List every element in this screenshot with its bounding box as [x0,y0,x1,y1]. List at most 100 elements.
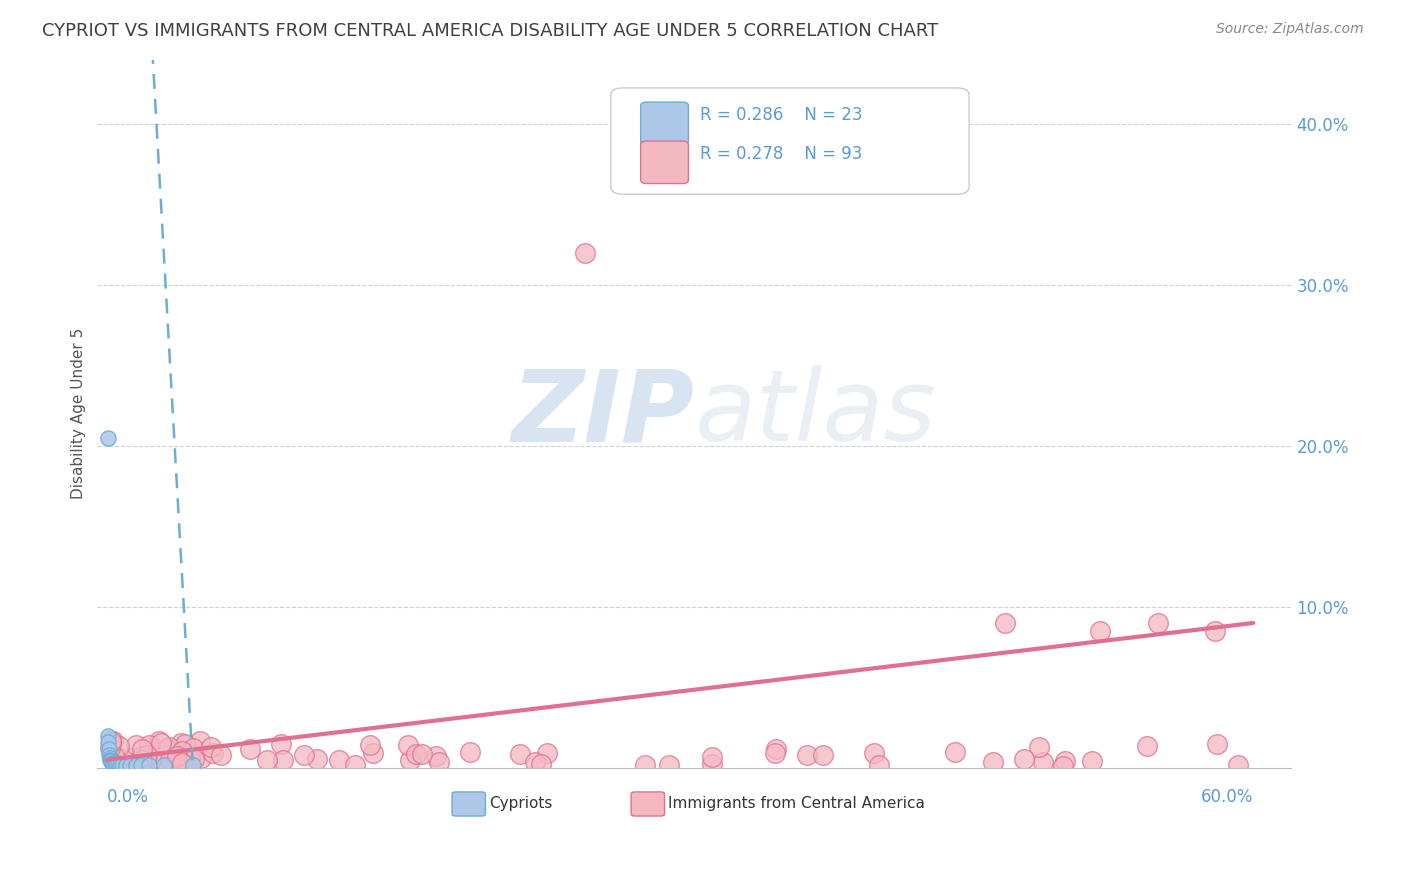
Point [425,748,447,763]
Point [530,757,553,772]
Point [256,753,278,767]
Point [700,756,723,771]
Point [574,245,596,260]
Point [131,748,153,763]
Point [190,750,212,764]
Point [181,741,204,756]
Point [166,749,188,764]
Point [98,753,121,767]
Point [108,739,131,754]
Point [765,742,787,756]
Point [1028,740,1050,755]
Point [536,746,558,760]
Point [411,747,433,762]
Point [118,757,141,772]
Point [1032,755,1054,769]
Point [1204,624,1226,638]
Point [107,756,129,770]
Point [153,757,176,772]
Point [143,751,166,765]
Point [156,741,179,756]
Point [803,141,825,155]
Point [1052,759,1074,773]
Point [97,729,120,743]
Point [101,756,124,770]
Text: Immigrants from Central America: Immigrants from Central America [668,796,925,811]
Point [170,744,193,758]
Point [841,125,863,139]
Point [202,746,225,760]
Text: 60.0%: 60.0% [1201,788,1253,805]
Point [398,753,420,767]
Point [101,734,124,748]
Point [157,740,180,755]
Point [1053,754,1076,768]
Point [129,757,152,772]
Point [427,755,450,769]
Point [1012,751,1035,765]
Point [170,756,193,770]
Point [98,751,121,765]
Point [103,749,125,764]
Point [405,747,427,761]
Point [103,756,125,770]
Point [1146,615,1168,630]
Point [173,752,195,766]
FancyBboxPatch shape [451,792,485,816]
Point [135,747,157,762]
Point [170,736,193,750]
Point [700,750,723,764]
Point [111,757,134,772]
Point [115,757,138,772]
Point [361,746,384,760]
Point [179,752,201,766]
Point [868,758,890,772]
Point [148,734,170,748]
Point [344,757,367,772]
Text: CYPRIOT VS IMMIGRANTS FROM CENTRAL AMERICA DISABILITY AGE UNDER 5 CORRELATION CH: CYPRIOT VS IMMIGRANTS FROM CENTRAL AMERI… [42,22,938,40]
Point [135,751,157,765]
Point [98,747,121,762]
Point [100,756,122,770]
Point [124,757,146,772]
Point [524,755,547,769]
Point [131,753,153,767]
Point [100,736,122,750]
FancyBboxPatch shape [610,88,969,194]
FancyBboxPatch shape [641,102,689,145]
Text: ZIP: ZIP [512,365,695,462]
Text: atlas: atlas [695,365,936,462]
Point [174,737,197,751]
Point [981,755,1004,769]
Point [183,752,205,766]
Point [97,431,120,445]
Point [150,736,173,750]
Point [121,751,143,765]
Point [110,757,132,772]
FancyBboxPatch shape [641,141,689,184]
Point [994,615,1017,630]
Point [1135,739,1157,753]
Text: Cypriots: Cypriots [489,796,553,811]
Point [97,735,120,749]
Point [305,752,328,766]
Point [100,755,122,769]
Point [271,753,294,767]
Text: R = 0.278    N = 93: R = 0.278 N = 93 [700,145,863,162]
Point [270,737,292,751]
Point [169,756,191,770]
Point [328,753,350,767]
Point [100,734,122,748]
Text: Source: ZipAtlas.com: Source: ZipAtlas.com [1216,22,1364,37]
Text: 0.0%: 0.0% [107,788,149,805]
Point [100,755,122,769]
Point [1205,737,1227,751]
Point [200,739,222,754]
Point [359,739,381,753]
Point [188,734,211,748]
Point [138,738,160,752]
Point [396,739,419,753]
Point [159,753,181,767]
Point [98,741,121,756]
Point [143,747,166,762]
